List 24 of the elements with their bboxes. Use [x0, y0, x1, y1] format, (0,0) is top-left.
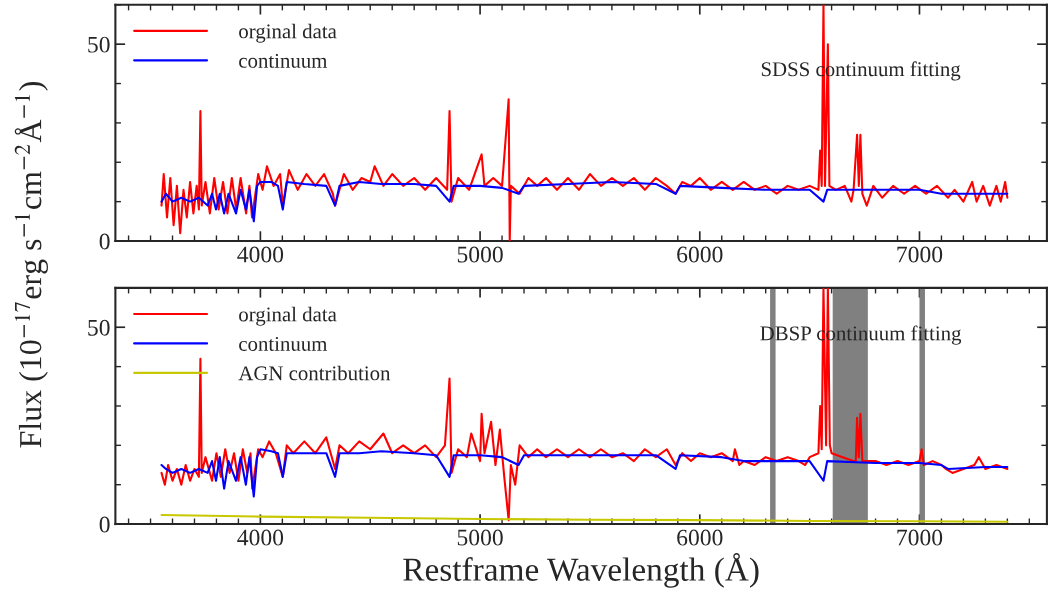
x-tick-label: 5000 — [457, 246, 503, 263]
legend-label: orginal data — [239, 23, 337, 43]
y-tick-label: 0 — [99, 233, 110, 250]
x-tick-label: 7000 — [897, 529, 943, 546]
line-series — [160, 180, 1009, 223]
line-series — [160, 448, 1009, 498]
y-tick-label: 0 — [99, 516, 110, 533]
legend-label: orginal data — [239, 306, 337, 326]
text: Flux (10$^{−17}$erg s$^{−1}$cm$^{−2}$Å$^{−1}$) — [14, 81, 48, 448]
x-tick-label: 6000 — [677, 529, 723, 546]
x-axis-title: Restframe Wavelength (Å) — [403, 553, 759, 588]
x-tick-label: 4000 — [237, 529, 284, 546]
legend-label: AGN contribution — [238, 365, 391, 381]
y-tick-label: 50 — [88, 36, 110, 53]
x-tick-label: 5000 — [457, 529, 503, 546]
legend-label: continuum — [239, 53, 328, 68]
legend-label: continuum — [239, 336, 328, 351]
line-series — [160, 287, 1009, 522]
y-tick-label: 50 — [88, 319, 110, 336]
x-tick-label: 6000 — [677, 246, 723, 263]
line-series — [160, 4, 1009, 241]
x-tick-label: 4000 — [237, 246, 284, 263]
x-tick-label: 7000 — [897, 246, 943, 263]
line-series — [160, 513, 1009, 523]
